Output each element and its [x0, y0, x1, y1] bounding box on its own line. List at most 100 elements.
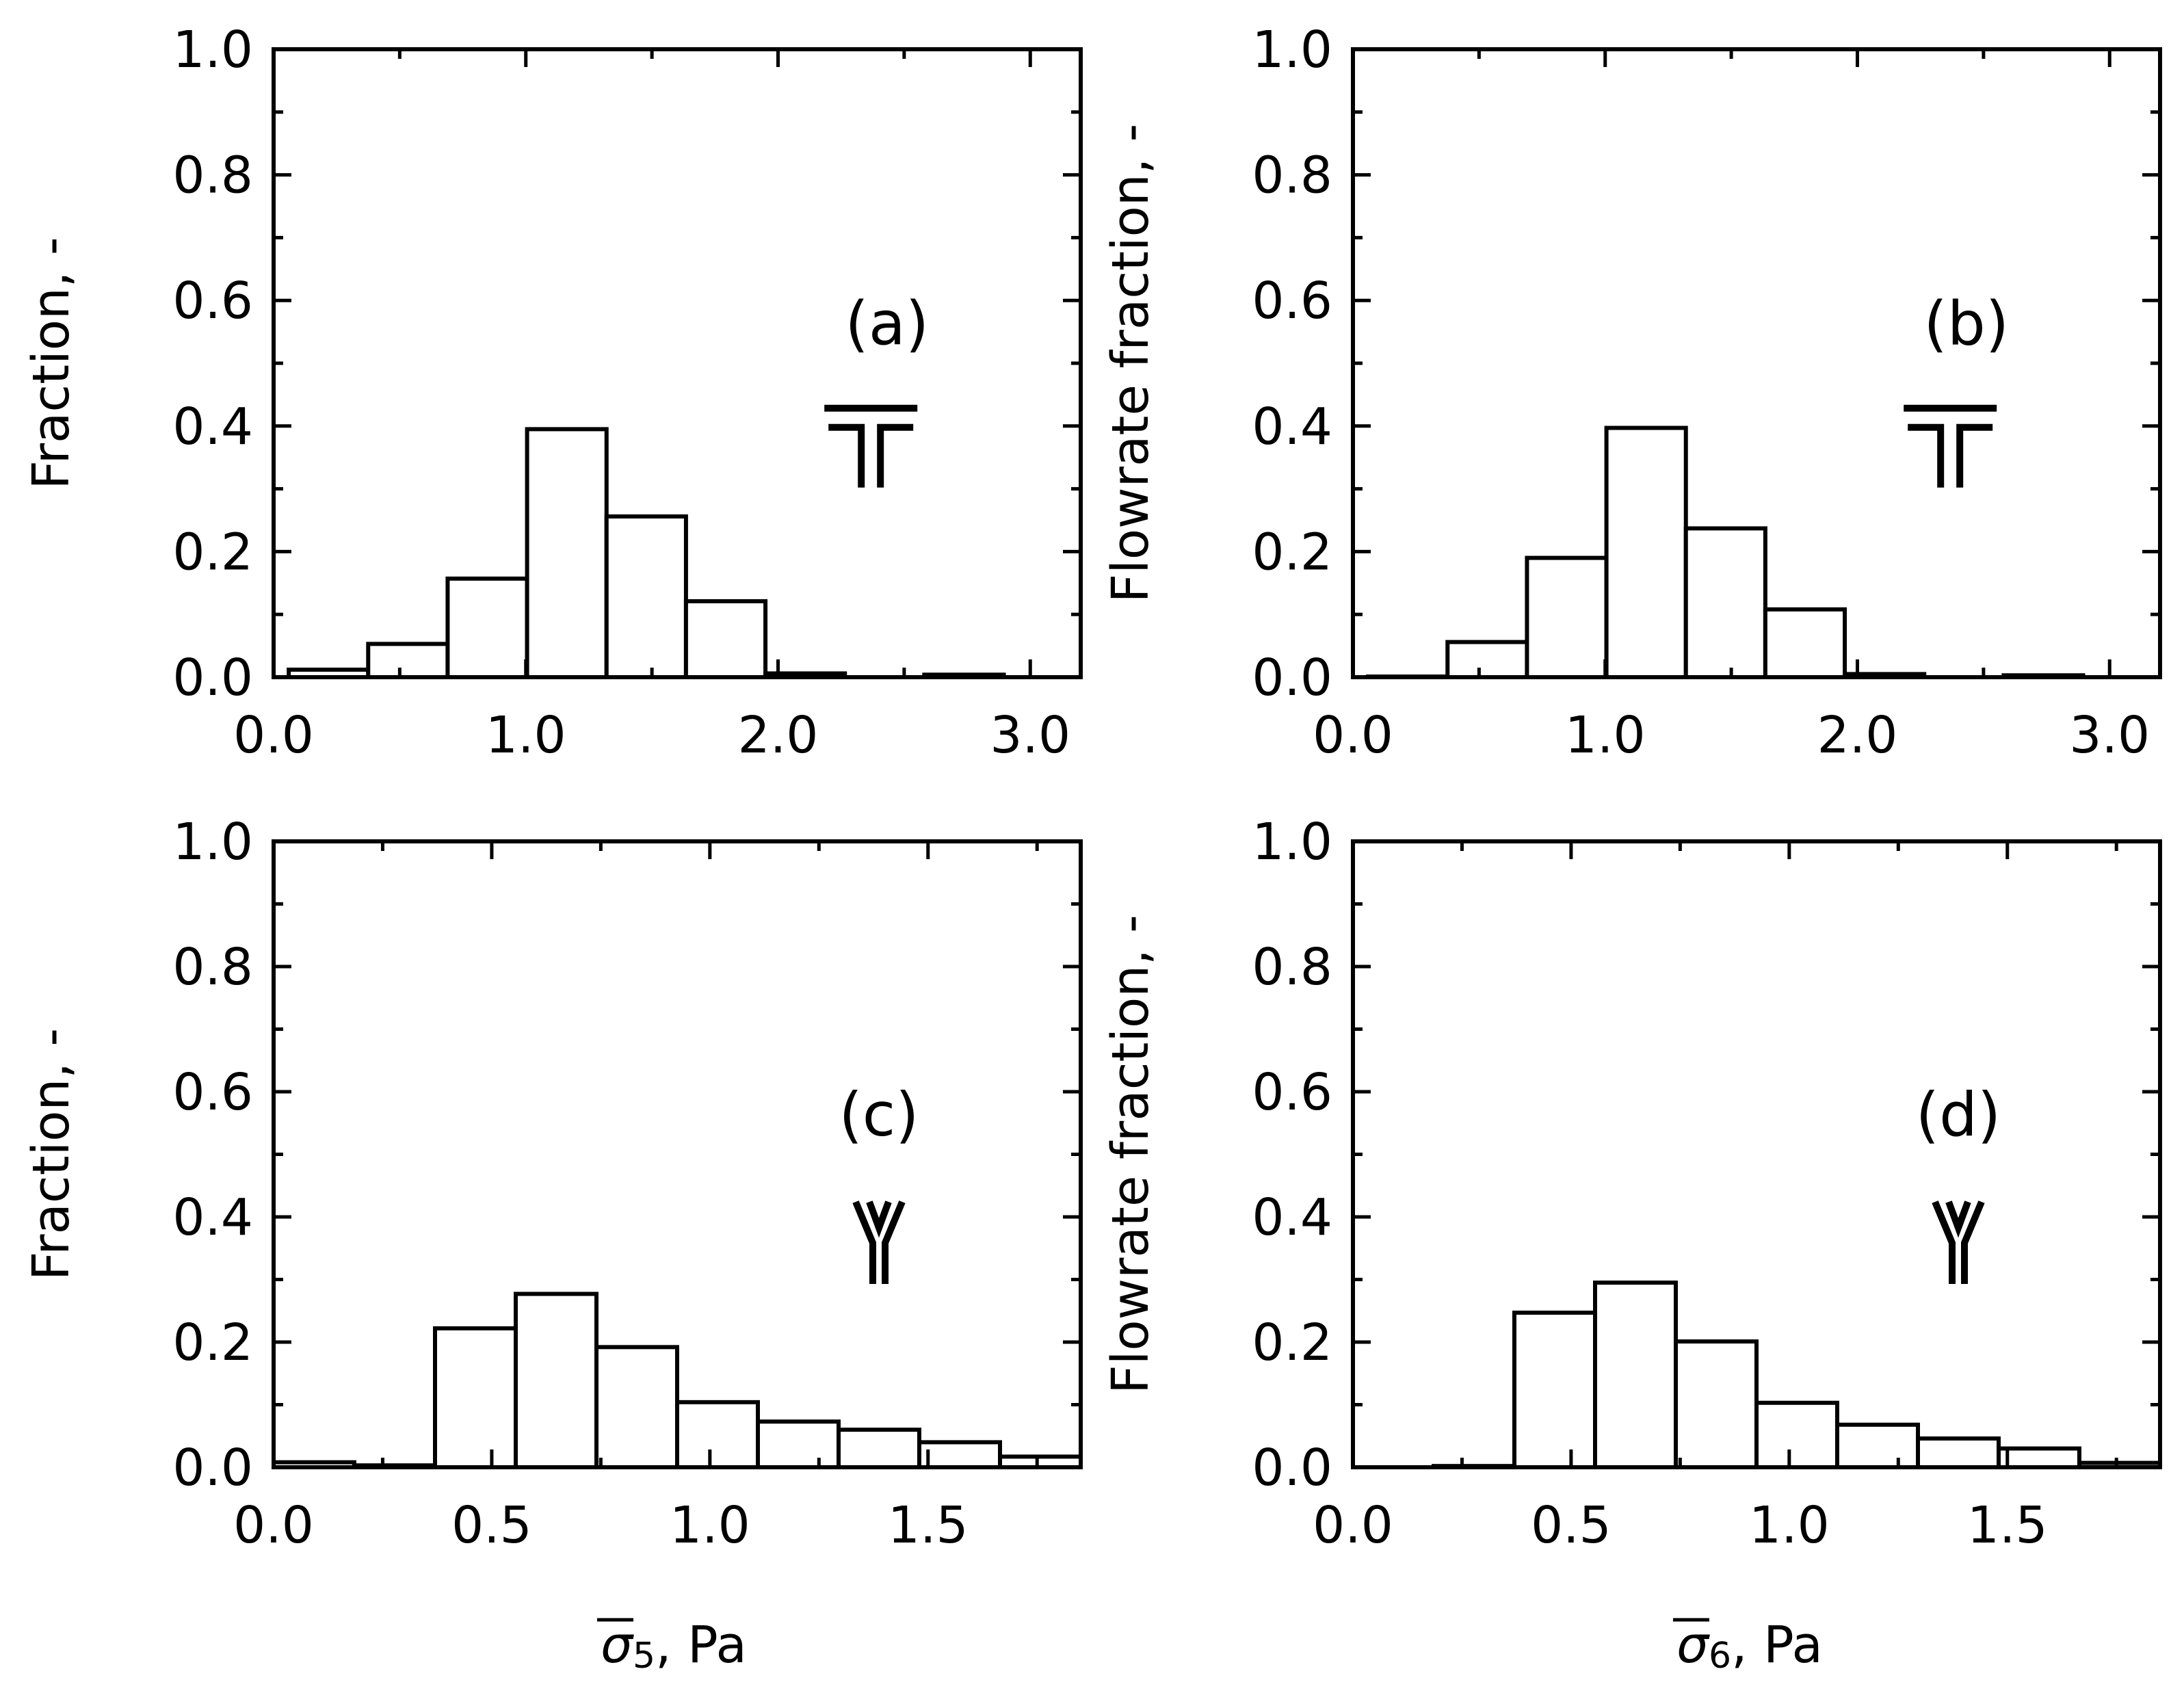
x-tick-label: 1.0 [1565, 706, 1646, 765]
y-tick-label: 0.2 [172, 523, 253, 581]
y-axis-label: Flowrate fraction, - [1101, 915, 1160, 1394]
x-axis-subscript: 6 [1709, 1636, 1731, 1677]
x-tick-label: 1.0 [1749, 1496, 1830, 1555]
x-tick-label: 2.0 [738, 706, 819, 765]
histogram-bar [1445, 640, 1529, 679]
y-tick-label: 0.0 [172, 648, 253, 707]
glyph-stroke [852, 1200, 876, 1284]
x-axis-subscript: 5 [633, 1636, 655, 1677]
y-tick-label: 0.6 [172, 272, 253, 330]
glyph-stroke [882, 1200, 906, 1284]
x-axis-label-sigma5: σ5, Pa [597, 1616, 747, 1677]
y-tick-label: 0.0 [172, 1439, 253, 1497]
histogram-bar [1593, 1281, 1678, 1469]
y-tick-label: 0.4 [1252, 397, 1332, 456]
y-axis-label: Fraction, - [22, 237, 81, 489]
x-tick-label: 2.0 [1817, 706, 1898, 765]
y-tick-label: 0.2 [172, 1313, 253, 1372]
histogram-bar [1754, 1400, 1839, 1469]
histogram-bar [433, 1326, 518, 1469]
x-axis-label-sigma6: σ6, Pa [1673, 1616, 1823, 1677]
panel-label: (d) [1916, 1079, 2001, 1150]
y-tick-label: 0.8 [1252, 146, 1332, 205]
histogram-bar [594, 1345, 679, 1469]
x-tick-label: 0.5 [1531, 1496, 1611, 1555]
y-axis-label: Flowrate fraction, - [1101, 124, 1160, 603]
t-junction-icon [824, 404, 918, 488]
y-tick-label: 1.0 [172, 813, 253, 871]
histogram-bar [683, 599, 768, 679]
panel-c: 0.0 0.2 0.4 0.6 0.8 1.0 0.0 0.5 1.0 1.5 Fraction, … [22, 813, 1083, 1555]
svg-text:σ6, Pa: σ6, Pa [1676, 1616, 1823, 1677]
y-tick-label: 0.2 [1252, 523, 1332, 581]
y-axis-label: Fraction, - [22, 1028, 81, 1281]
y-tick-label: 0.4 [172, 1188, 253, 1247]
x-tick-label: 1.0 [670, 1496, 750, 1555]
x-tick-label: 1.5 [1967, 1496, 2048, 1555]
glyph-stroke [866, 1200, 892, 1238]
x-axis-symbol: σ [1676, 1616, 1710, 1675]
histogram-bar [917, 1440, 1002, 1469]
histogram-bar [837, 1428, 921, 1470]
y-tick-label: 0.8 [1252, 938, 1332, 997]
y-junction-icon [1932, 1200, 1985, 1284]
panel-d: 0.0 0.2 0.4 0.6 0.8 1.0 0.0 0.5 1.0 1.5 Flowrate f… [1101, 813, 2162, 1555]
panel-b: 0.0 0.2 0.4 0.6 0.8 1.0 0.0 1.0 2.0 3.0 Flowrate f… [1101, 21, 2162, 765]
glyph-stroke [1932, 1200, 1956, 1284]
histogram-bar [525, 427, 609, 679]
panel-label: (c) [839, 1079, 919, 1150]
histogram-bar [514, 1291, 598, 1470]
histogram-bar [1604, 425, 1688, 680]
histogram-bar [604, 514, 688, 679]
y-tick-label: 0.6 [1252, 1063, 1332, 1122]
glyph-stroke [828, 423, 865, 488]
y-tick-label: 0.6 [172, 1063, 253, 1122]
x-tick-label: 3.0 [990, 706, 1070, 765]
y-tick-label: 0.6 [1252, 272, 1332, 330]
panel-label: (b) [1924, 288, 2010, 358]
x-tick-label: 0.0 [233, 1496, 314, 1555]
svg-text:σ5, Pa: σ5, Pa [601, 1616, 747, 1677]
y-tick-label: 1.0 [1252, 21, 1332, 79]
y-tick-label: 0.4 [172, 397, 253, 456]
t-junction-icon [1904, 404, 1997, 488]
glyph-stroke [877, 423, 914, 488]
histogram-bar [1683, 526, 1767, 680]
histogram-bar [1674, 1339, 1759, 1469]
glyph-stroke [1961, 1200, 1985, 1284]
histogram-bar [1763, 607, 1847, 680]
y-tick-label: 0.0 [1252, 1439, 1332, 1497]
y-junction-icon [852, 1200, 906, 1284]
x-tick-label: 3.0 [2069, 706, 2150, 765]
x-axis-unit: , Pa [1731, 1616, 1823, 1675]
histogram-bar [1997, 1446, 2081, 1470]
x-tick-label: 1.0 [486, 706, 566, 765]
glyph-stroke [1945, 1200, 1971, 1238]
x-tick-label: 1.5 [888, 1496, 969, 1555]
y-tick-label: 0.8 [172, 938, 253, 997]
y-tick-label: 1.0 [1252, 813, 1332, 871]
glyph-stroke [1908, 423, 1945, 488]
histogram-bar [445, 576, 529, 680]
panel-label: (a) [845, 288, 930, 358]
panel-a: 0.0 0.2 0.4 0.6 0.8 1.0 0.0 1.0 2.0 3.0 Fraction, … [22, 21, 1083, 765]
x-tick-label: 0.0 [233, 706, 314, 765]
x-axis-symbol: σ [601, 1616, 634, 1675]
histogram-bar [675, 1400, 760, 1470]
y-tick-label: 0.2 [1252, 1313, 1332, 1372]
histogram-bar [1835, 1422, 1920, 1470]
histogram-bar [366, 642, 450, 680]
y-tick-label: 0.8 [172, 146, 253, 205]
histogram-bar [1525, 555, 1609, 680]
histogram-bar [1512, 1310, 1597, 1469]
histogram-bar [756, 1419, 841, 1470]
y-tick-label: 0.4 [1252, 1188, 1332, 1247]
x-tick-label: 0.5 [451, 1496, 532, 1555]
x-axis-unit: , Pa [655, 1616, 747, 1675]
x-tick-label: 0.0 [1313, 1496, 1393, 1555]
y-tick-label: 1.0 [172, 21, 253, 79]
panels: 0.0 0.2 0.4 0.6 0.8 1.0 0.0 1.0 2.0 3.0 Fraction, … [22, 21, 2162, 1555]
glyph-stroke [1956, 423, 1993, 488]
x-tick-label: 0.0 [1313, 706, 1393, 765]
